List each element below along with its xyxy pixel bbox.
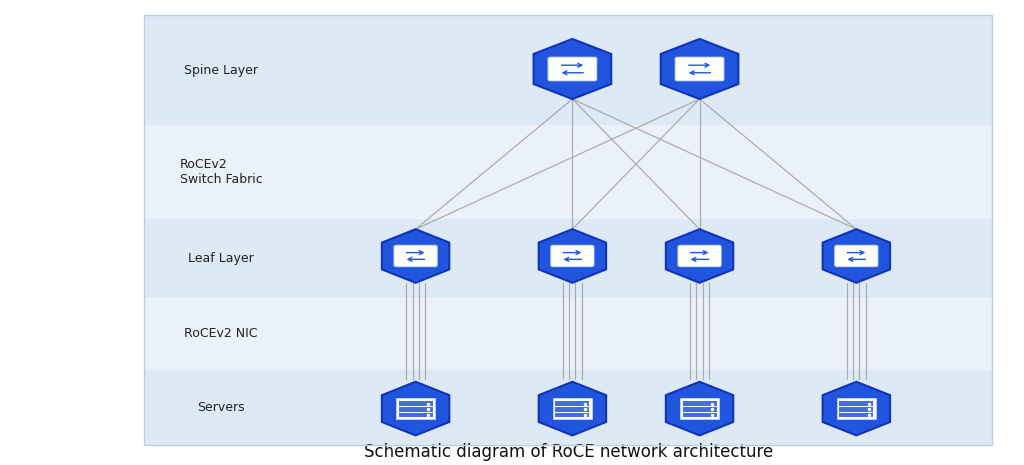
FancyBboxPatch shape (678, 245, 721, 267)
Text: Leaf Layer: Leaf Layer (188, 252, 254, 265)
Polygon shape (822, 229, 890, 283)
Polygon shape (666, 382, 733, 435)
Polygon shape (382, 229, 450, 283)
FancyBboxPatch shape (555, 401, 590, 406)
FancyBboxPatch shape (144, 125, 992, 219)
Text: RoCEv2
Switch Fabric: RoCEv2 Switch Fabric (179, 158, 262, 186)
FancyBboxPatch shape (840, 401, 873, 406)
FancyBboxPatch shape (555, 412, 590, 418)
FancyBboxPatch shape (394, 245, 437, 267)
FancyBboxPatch shape (683, 407, 717, 412)
FancyBboxPatch shape (553, 399, 592, 418)
FancyBboxPatch shape (144, 297, 992, 370)
Text: RoCEv2 NIC: RoCEv2 NIC (184, 327, 258, 340)
FancyBboxPatch shape (548, 57, 597, 81)
Text: Spine Layer: Spine Layer (184, 64, 258, 77)
FancyBboxPatch shape (396, 399, 435, 418)
FancyBboxPatch shape (840, 412, 873, 418)
Text: Servers: Servers (198, 401, 245, 414)
Polygon shape (534, 39, 611, 99)
FancyBboxPatch shape (683, 412, 717, 418)
FancyBboxPatch shape (555, 407, 590, 412)
FancyBboxPatch shape (398, 407, 432, 412)
Polygon shape (539, 382, 606, 435)
FancyBboxPatch shape (144, 15, 992, 125)
Polygon shape (539, 229, 606, 283)
Polygon shape (822, 382, 890, 435)
Polygon shape (382, 382, 450, 435)
FancyBboxPatch shape (680, 399, 719, 418)
Text: Schematic diagram of RoCE network architecture: Schematic diagram of RoCE network archit… (364, 443, 773, 461)
FancyBboxPatch shape (840, 407, 873, 412)
FancyBboxPatch shape (835, 245, 878, 267)
FancyBboxPatch shape (144, 219, 992, 297)
FancyBboxPatch shape (398, 412, 432, 418)
FancyBboxPatch shape (675, 57, 724, 81)
Polygon shape (666, 229, 733, 283)
Polygon shape (660, 39, 738, 99)
FancyBboxPatch shape (551, 245, 594, 267)
FancyBboxPatch shape (144, 370, 992, 445)
FancyBboxPatch shape (398, 401, 432, 406)
FancyBboxPatch shape (683, 401, 717, 406)
FancyBboxPatch shape (837, 399, 876, 418)
